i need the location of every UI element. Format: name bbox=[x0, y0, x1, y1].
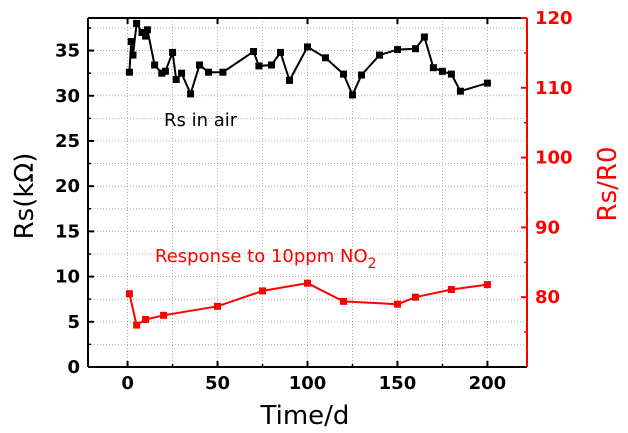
x-axis-title: Time/d bbox=[260, 401, 350, 431]
data-point bbox=[376, 51, 383, 59]
data-point bbox=[214, 302, 221, 310]
data-point bbox=[259, 287, 266, 295]
series-rs-in-air bbox=[125, 19, 491, 99]
data-point bbox=[483, 281, 491, 289]
data-point bbox=[172, 76, 180, 83]
data-point bbox=[133, 19, 141, 27]
data-point bbox=[412, 293, 419, 301]
y-left-tick-label: 15 bbox=[55, 221, 80, 242]
data-point bbox=[340, 70, 347, 78]
series-response bbox=[125, 279, 491, 329]
x-tick-label: 200 bbox=[469, 373, 507, 394]
data-point bbox=[483, 79, 491, 87]
annotation-response: Response to 10ppm NO2 bbox=[155, 246, 377, 272]
data-point bbox=[429, 64, 437, 72]
data-point bbox=[447, 70, 455, 78]
data-point bbox=[286, 76, 293, 84]
data-point bbox=[138, 29, 146, 36]
data-point bbox=[250, 48, 257, 55]
data-point bbox=[187, 90, 195, 98]
data-point bbox=[304, 279, 311, 287]
data-point bbox=[143, 26, 151, 34]
data-point bbox=[420, 33, 428, 41]
data-point bbox=[394, 300, 401, 308]
series-layer bbox=[125, 19, 491, 329]
y-right-tick-label: 120 bbox=[535, 8, 573, 29]
data-point bbox=[322, 54, 329, 62]
y-left-tick-label: 5 bbox=[67, 312, 80, 333]
data-point bbox=[125, 290, 133, 298]
x-tick-label: 100 bbox=[289, 373, 327, 394]
data-point bbox=[160, 311, 168, 319]
data-point bbox=[142, 32, 150, 40]
data-point bbox=[304, 43, 311, 51]
data-point bbox=[158, 69, 166, 77]
y-right-tick-label: 80 bbox=[535, 287, 560, 308]
annotation-response-subscript: 2 bbox=[368, 256, 377, 272]
data-point bbox=[125, 68, 133, 76]
y-right-tick-label: 90 bbox=[535, 217, 560, 238]
data-point bbox=[205, 68, 212, 76]
data-point bbox=[161, 67, 169, 75]
data-point bbox=[129, 51, 137, 59]
series-line bbox=[128, 20, 488, 98]
data-point bbox=[151, 61, 159, 69]
y-left-tick-label: 30 bbox=[55, 86, 80, 107]
y-left-axis-title: Rs(kΩ) bbox=[10, 153, 40, 240]
y-left-tick-label: 25 bbox=[55, 131, 80, 152]
x-tick-label: 0 bbox=[121, 373, 134, 394]
data-point bbox=[196, 61, 203, 69]
y-right-tick-label: 110 bbox=[535, 78, 573, 99]
data-point bbox=[349, 91, 356, 99]
data-point bbox=[277, 48, 284, 56]
data-point bbox=[255, 62, 263, 70]
y-left-tick-label: 20 bbox=[55, 176, 80, 197]
data-point bbox=[456, 87, 464, 95]
y-left-tick-label: 35 bbox=[55, 41, 80, 62]
y-right-tick-label: 100 bbox=[535, 148, 573, 169]
data-point bbox=[219, 68, 227, 76]
grid bbox=[88, 18, 527, 367]
y-left-tick-label: 0 bbox=[67, 357, 80, 378]
data-point bbox=[358, 71, 365, 79]
x-tick-label: 50 bbox=[205, 373, 230, 394]
ticks: 0 50 100 150 200 0 5 10 15 20 25 30 35 80 90 100 110 120 bbox=[55, 8, 573, 394]
data-point bbox=[142, 316, 150, 323]
data-point bbox=[412, 45, 419, 53]
data-point bbox=[169, 48, 177, 56]
annotation-rs-in-air: Rs in air bbox=[164, 110, 238, 131]
y-right-axis-title: Rs/R0 bbox=[593, 147, 623, 222]
data-point bbox=[340, 297, 347, 305]
data-point bbox=[127, 38, 135, 45]
data-point bbox=[438, 67, 446, 75]
data-point bbox=[268, 61, 275, 69]
data-point bbox=[133, 321, 141, 329]
series-line bbox=[128, 282, 488, 327]
data-point bbox=[447, 286, 455, 293]
data-point bbox=[394, 46, 401, 54]
y-left-tick-label: 10 bbox=[55, 267, 80, 288]
data-point bbox=[178, 69, 186, 77]
annotation-response-main: Response to 10ppm NO bbox=[155, 246, 368, 267]
x-tick-label: 150 bbox=[379, 373, 417, 394]
